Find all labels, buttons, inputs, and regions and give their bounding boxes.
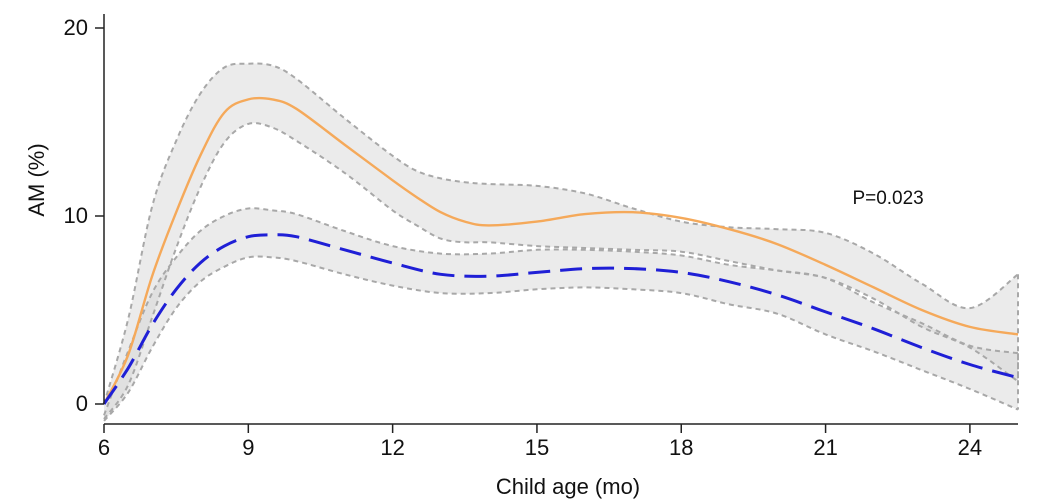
x-tick-label-12: 12 [380, 435, 404, 460]
labels: 0 10 20 6 9 12 15 18 21 24 Child age (mo) AM (%) P=0… [24, 15, 982, 499]
y-tick-label-10: 10 [64, 203, 88, 228]
ci-lower-series-2 [103, 255, 1019, 422]
x-tick-label-21: 21 [813, 435, 837, 460]
x-axis-label: Child age (mo) [496, 474, 640, 499]
x-tick-label-24: 24 [958, 435, 982, 460]
confidence-bands [104, 63, 1018, 421]
x-tick-label-18: 18 [669, 435, 693, 460]
ci-lower-series-1 [103, 122, 1019, 420]
x-tick-label-15: 15 [525, 435, 549, 460]
y-tick-label-0: 0 [76, 391, 88, 416]
series-lines [102, 96, 1019, 405]
ci-band-series-1 [104, 63, 1018, 420]
p-value-annotation: P=0.023 [852, 188, 923, 209]
x-tick-label-6: 6 [98, 435, 110, 460]
y-axis-label: AM (%) [24, 143, 49, 216]
axes [95, 14, 1018, 433]
ci-band-series-2 [104, 208, 1018, 421]
y-tick-label-20: 20 [64, 15, 88, 40]
series-line-1 [102, 96, 1019, 405]
confidence-bounds [103, 62, 1019, 422]
series-line-2 [102, 233, 1019, 405]
x-tick-label-9: 9 [242, 435, 254, 460]
